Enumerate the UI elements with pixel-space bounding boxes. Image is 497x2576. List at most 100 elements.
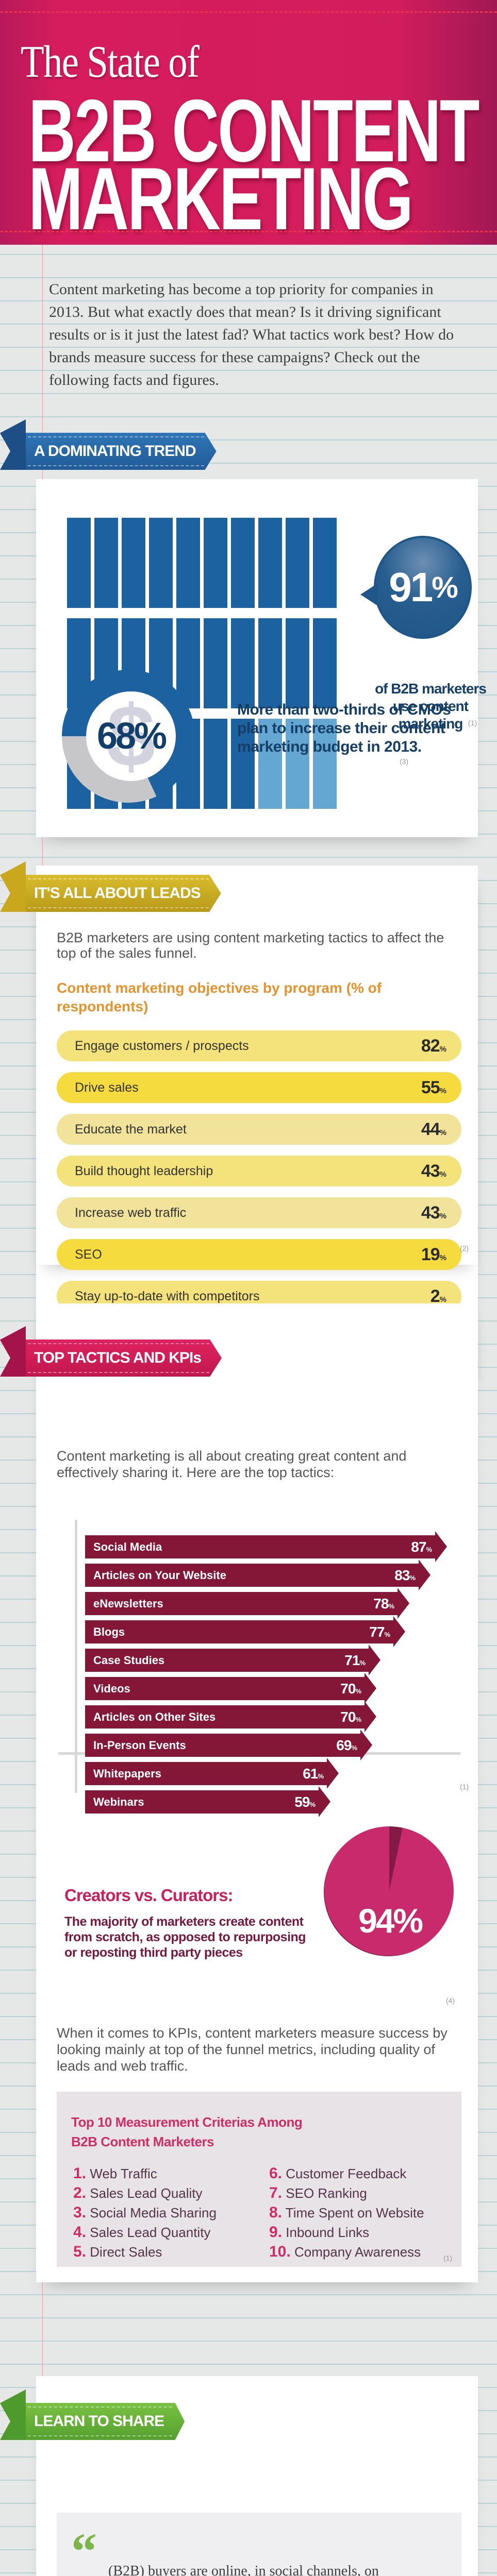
kpi-intro: When it comes to KPIs, content marketers…	[57, 2025, 448, 2074]
quote-box: “ (B2B) buyers are online, in social cha…	[57, 2513, 461, 2576]
objective-value: 44%	[421, 1119, 446, 1139]
tactic-value: 77%	[369, 1623, 390, 1640]
tactic-row: Videos 70%	[85, 1673, 376, 1704]
arrow-head-icon	[360, 1730, 372, 1760]
objectives-chart-title: Content marketing objectives by program …	[57, 980, 382, 1014]
tactic-label: Articles on Other Sites	[93, 1710, 216, 1723]
ribbon-label: LEARN TO SHARE	[26, 2403, 185, 2440]
person-icon	[204, 518, 227, 608]
intro-paragraph: Content marketing has become a top prior…	[49, 281, 454, 388]
person-icon	[258, 518, 282, 608]
stitch-line-top	[0, 11, 497, 13]
objective-label: Build thought leadership	[75, 1163, 213, 1178]
speech-tip	[360, 583, 378, 606]
person-icon	[231, 518, 255, 608]
kpi-item: 1. Web Traffic	[73, 2165, 157, 2182]
all-about-leads-card: IT'S ALL ABOUT LEADS B2B marketers are u…	[0, 861, 478, 1312]
title-line-2: MARKETING	[28, 149, 413, 248]
objective-label: SEO	[75, 1247, 102, 1262]
person-icon	[204, 618, 227, 708]
tactic-label: Blogs	[93, 1625, 125, 1638]
person-icon	[313, 618, 337, 708]
objective-label: Educate the market	[75, 1122, 187, 1137]
person-icon	[231, 719, 255, 809]
tactic-value: 61%	[303, 1765, 324, 1782]
person-icon	[231, 618, 255, 708]
person-icon	[286, 518, 309, 608]
kpi-item: 2. Sales Lead Quality	[73, 2184, 203, 2201]
ribbon-top-tactics: TOP TACTICS AND KPIs	[0, 1326, 222, 1377]
tactic-row: eNewsletters 78%	[85, 1588, 409, 1619]
citation: (3)	[400, 757, 409, 766]
arrow-head-icon	[397, 1588, 409, 1619]
top-tactics-card: TOP TACTICS AND KPIs Content marketing i…	[0, 1303, 478, 2282]
dominating-trend-card: A DOMINATING TREND 91% of B2B marketers …	[0, 419, 487, 837]
tactic-value: 70%	[340, 1708, 361, 1725]
title-banner: The State of B2B CONTENT MARKETING	[0, 0, 497, 245]
creators-vs-curators-title: Creators vs. Curators:	[64, 1886, 233, 1905]
tactic-value: 70%	[340, 1680, 361, 1697]
tactic-row: Articles on Other Sites 70%	[85, 1701, 376, 1732]
tactic-label: Webinars	[93, 1795, 144, 1808]
objective-row: Build thought leadership 43%	[57, 1156, 461, 1187]
tactics-axis-vertical	[75, 1520, 77, 1793]
objective-row: Educate the market 44%	[57, 1114, 461, 1145]
tactic-row: Social Media 87%	[85, 1531, 447, 1562]
creators-vs-curators-text: The majority of marketers create content…	[64, 1914, 306, 1960]
dollar-icon: $	[106, 687, 156, 785]
ribbon-learn-to-share: LEARN TO SHARE	[0, 2389, 185, 2440]
objective-label: Engage customers / prospects	[75, 1038, 249, 1053]
kpi-item: 7. SEO Ranking	[269, 2184, 367, 2201]
tactic-row: Webinars 59%	[85, 1786, 330, 1817]
tactic-row: In-Person Events 69%	[85, 1730, 372, 1760]
tactic-value: 83%	[394, 1567, 416, 1583]
tactic-row: Blogs 77%	[85, 1616, 405, 1647]
ribbon-label: IT'S ALL ABOUT LEADS	[26, 875, 221, 912]
kpi-item: 3. Social Media Sharing	[73, 2204, 217, 2221]
tactic-value: 71%	[344, 1652, 366, 1668]
person-icon	[149, 518, 173, 608]
tactic-row: Case Studies 71%	[85, 1645, 380, 1675]
tactic-label: eNewsletters	[93, 1597, 163, 1610]
kpi-title: Top 10 Measurement Criterias Among B2B C…	[71, 2114, 303, 2149]
person-icon	[286, 618, 309, 708]
citation: (2)	[460, 1244, 469, 1252]
objectives-list: Engage customers / prospects 82% Drive sal…	[57, 1030, 461, 1323]
title-line-1: B2B CONTENT	[28, 81, 480, 180]
kpi-item: 4. Sales Lead Quantity	[73, 2224, 211, 2241]
citation: (1)	[468, 719, 477, 727]
objective-value: 55%	[421, 1077, 446, 1097]
arrow-head-icon	[319, 1786, 330, 1817]
kpi-item: 6. Customer Feedback	[269, 2165, 407, 2182]
kpi-item: 10. Company Awareness	[269, 2243, 421, 2260]
tactic-value: 59%	[294, 1793, 316, 1810]
kpi-box: Top 10 Measurement Criterias Among B2B C…	[57, 2092, 461, 2267]
pie-94-chart: 94%	[325, 1826, 454, 1955]
person-icon	[67, 518, 91, 608]
kpi-item: 9. Inbound Links	[269, 2224, 370, 2241]
leads-intro: B2B marketers are using content marketin…	[57, 930, 444, 961]
tactic-label: In-Person Events	[93, 1738, 186, 1752]
arrow-head-icon	[393, 1616, 405, 1647]
stat-91-value: 91	[389, 564, 433, 610]
arrow-head-icon	[419, 1560, 430, 1590]
tactics-intro: Content marketing is all about creating …	[57, 1448, 407, 1480]
objective-value: 43%	[421, 1202, 446, 1223]
ribbon-all-about-leads: IT'S ALL ABOUT LEADS	[0, 861, 221, 912]
stat-91-bubble: 91%	[360, 536, 472, 639]
citation: (1)	[460, 1783, 469, 1791]
open-quote-icon: “	[71, 2522, 97, 2576]
stitch-line-bottom	[0, 231, 497, 232]
person-icon	[176, 518, 200, 608]
tactic-row: Articles on Your Website 83%	[85, 1560, 430, 1590]
objective-value: 2%	[430, 1286, 446, 1306]
arrow-head-icon	[365, 1673, 376, 1704]
kpi-item: 8. Time Spent on Website	[269, 2204, 424, 2221]
arrow-head-icon	[365, 1701, 376, 1732]
tactic-label: Articles on Your Website	[93, 1568, 226, 1582]
person-icon	[286, 719, 309, 809]
objective-row: SEO 19%	[57, 1239, 461, 1270]
stat-91-caption: of B2B marketers use content marketing	[375, 681, 487, 732]
stat-68-text: More than two-thirds of CMOs plan to inc…	[237, 701, 451, 755]
tactic-row: Whitepapers 61%	[85, 1758, 339, 1789]
